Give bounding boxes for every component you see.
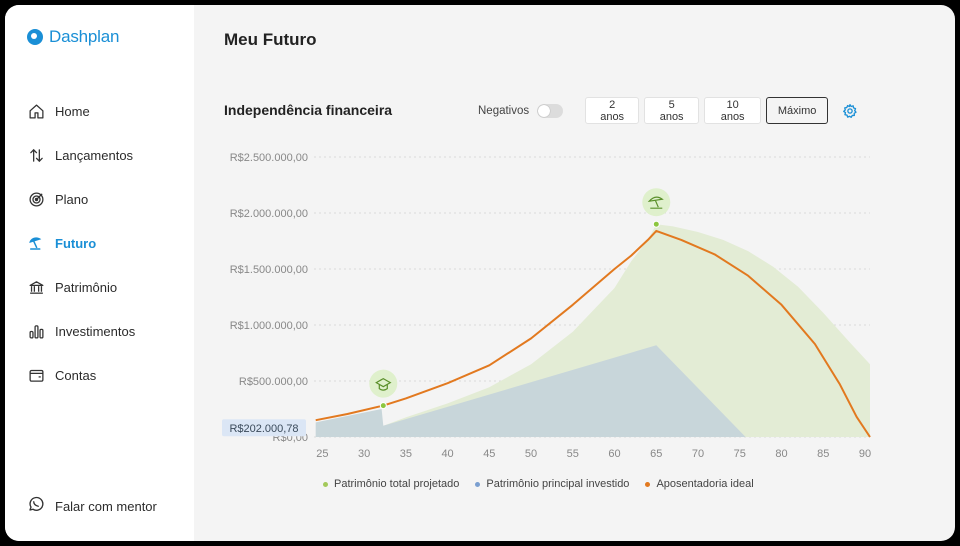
sidebar-item-label: Futuro [55,235,97,251]
sidebar-item-label: Contas [55,367,97,383]
sidebar-item-contas[interactable]: Contas [27,353,135,397]
x-tick-label: 50 [525,448,537,460]
range-maximo-button[interactable]: Máximo [766,97,829,124]
milestone-point [652,220,660,228]
legend-swatch [323,481,328,487]
section-title: Independência financeira [224,102,393,118]
y-tick-label: R$2.500.000,00 [230,152,308,164]
y-tick-label: R$500.000,00 [239,376,308,388]
legend-swatch [475,481,481,487]
sidebar-item-investimentos[interactable]: Investimentos [27,309,135,353]
beach-umbrella-icon [27,234,45,252]
logo-icon [27,29,43,45]
sidebar-item-label: Investimentos [55,323,136,339]
series-invested-area [315,345,746,437]
legend-label: Patrimônio principal investido [486,478,630,490]
sidebar-item-patrimonio[interactable]: Patrimônio [27,265,135,309]
sidebar-item-label: Home [55,103,90,119]
app-window: Dashplan Home Lançamentos Plano [5,5,955,541]
main-content: Meu Futuro Independência financeira Nega… [194,5,955,541]
x-tick-label: 65 [650,448,662,460]
negatives-toggle[interactable] [537,103,564,118]
x-tick-label: 75 [734,448,746,460]
target-icon [27,190,45,208]
x-tick-label: 60 [608,448,620,460]
legend-item: Patrimônio principal investido [475,478,629,490]
logo-text: Dashplan [49,27,120,46]
whatsapp-icon [27,495,45,518]
negatives-label: Negativos [478,104,530,117]
mentor-button[interactable]: Falar com mentor [27,495,157,518]
x-tick-label: 45 [483,448,495,460]
x-tick-label: 80 [775,448,787,460]
x-tick-label: 70 [692,448,704,460]
legend-label: Patrimônio total projetado [334,478,460,490]
bank-icon [27,278,45,296]
sidebar-item-plano[interactable]: Plano [27,177,135,221]
chart-controls: Negativos 2 anos 5 anos 10 anos Máximo [478,97,859,124]
current-value-pill [222,419,306,437]
projection-chart: R$0,00R$500.000,00R$1.000.000,00R$1.500.… [222,152,871,460]
milestone-badge [369,369,398,398]
legend-item: Aposentadoria ideal [645,478,754,490]
range-5-anos-button[interactable]: 5 anos [644,97,700,124]
arrows-updown-icon [27,146,45,164]
toggle-knob [538,104,551,117]
series-ideal-line [315,229,871,438]
x-tick-label: 90 [859,448,871,460]
series-total-area [383,224,870,437]
range-10-anos-button[interactable]: 10 anos [704,97,762,124]
y-tick-label: R$1.000.000,00 [230,320,308,332]
beach-umbrella-icon [647,196,664,209]
legend-item: Patrimônio total projetado [323,478,459,490]
chart-legend: Patrimônio total projetado Patrimônio pr… [323,478,754,490]
y-tick-label: R$1.500.000,00 [230,264,308,276]
sidebar-nav: Home Lançamentos Plano Futuro [27,89,135,397]
home-icon [27,102,45,120]
sidebar: Dashplan Home Lançamentos Plano [5,5,194,541]
gear-icon[interactable] [841,102,859,120]
range-2-anos-button[interactable]: 2 anos [585,97,640,124]
x-tick-label: 25 [316,448,328,460]
current-value-label: R$202.000,78 [229,423,298,435]
bar-chart-icon [27,322,45,340]
logo[interactable]: Dashplan [27,27,119,47]
legend-label: Aposentadoria ideal [656,478,754,490]
x-tick-label: 55 [567,448,579,460]
sidebar-item-lancamentos[interactable]: Lançamentos [27,133,135,177]
x-tick-label: 35 [400,448,412,460]
sidebar-item-label: Patrimônio [55,279,118,295]
sidebar-item-home[interactable]: Home [27,89,135,133]
sidebar-item-label: Plano [55,191,89,207]
x-tick-label: 85 [817,448,829,460]
legend-swatch [645,481,651,487]
page-title: Meu Futuro [224,30,317,49]
sidebar-item-futuro[interactable]: Futuro [27,221,135,265]
sidebar-item-label: Lançamentos [55,147,134,163]
graduation-cap-icon [375,377,392,391]
x-tick-label: 40 [441,448,453,460]
y-tick-label: R$2.000.000,00 [230,208,308,220]
wallet-icon [27,366,45,384]
milestone-point [379,402,387,410]
mentor-label: Falar com mentor [55,499,157,514]
x-tick-label: 30 [358,448,370,460]
